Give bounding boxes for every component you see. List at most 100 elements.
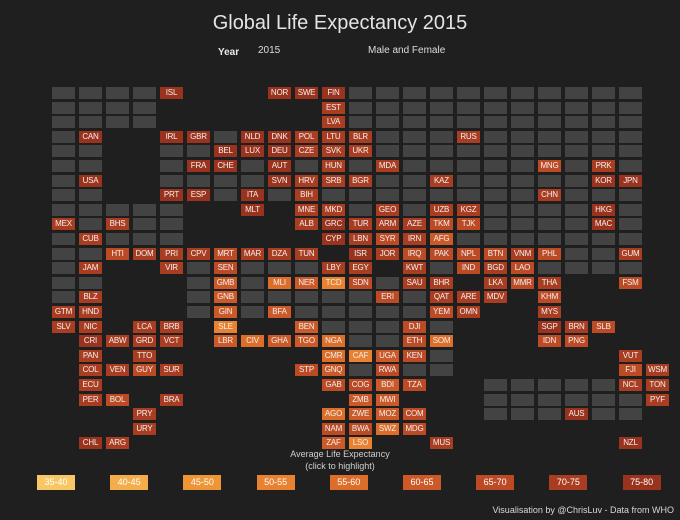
country-tile-kor[interactable]: KOR <box>592 174 615 187</box>
country-tile-alb[interactable]: ALB <box>295 218 318 231</box>
country-tile-col[interactable]: COL <box>79 364 102 377</box>
country-tile-phl[interactable]: PHL <box>538 247 561 260</box>
country-tile-ury[interactable]: URY <box>133 422 156 435</box>
country-tile-yem[interactable]: YEM <box>430 306 453 318</box>
country-tile-ukr[interactable]: UKR <box>349 145 372 158</box>
country-tile-per[interactable]: PER <box>79 393 102 406</box>
country-tile-vct[interactable]: VCT <box>160 335 183 348</box>
country-tile-gtm[interactable]: GTM <box>52 306 75 318</box>
country-tile-vnm[interactable]: VNM <box>511 247 534 260</box>
country-tile-cri[interactable]: CRI <box>79 335 102 348</box>
country-tile-brn[interactable]: BRN <box>565 320 588 333</box>
country-tile-ind[interactable]: IND <box>457 262 480 275</box>
country-tile-lux[interactable]: LUX <box>241 145 264 158</box>
country-tile-rwa[interactable]: RWA <box>376 364 399 377</box>
country-tile-geo[interactable]: GEO <box>376 203 399 216</box>
country-tile-mwi[interactable]: MWI <box>376 393 399 406</box>
country-tile-bra[interactable]: BRA <box>160 393 183 406</box>
legend-item-40-45[interactable]: 40-45 <box>110 475 149 490</box>
country-tile-ita[interactable]: ITA <box>241 189 264 202</box>
country-tile-jor[interactable]: JOR <box>376 247 399 260</box>
country-tile-khm[interactable]: KHM <box>538 291 561 304</box>
country-tile-hti[interactable]: HTI <box>106 247 129 260</box>
country-tile-cpv[interactable]: CPV <box>187 247 210 260</box>
country-tile-fra[interactable]: FRA <box>187 160 210 172</box>
legend-item-35-40[interactable]: 35-40 <box>37 475 75 490</box>
country-tile-mdg[interactable]: MDG <box>403 422 426 435</box>
country-tile-aut[interactable]: AUT <box>268 160 291 172</box>
country-tile-lao[interactable]: LAO <box>511 262 534 275</box>
country-tile-dji[interactable]: DJI <box>403 320 426 333</box>
country-tile-mys[interactable]: MYS <box>538 306 561 318</box>
country-tile-lby[interactable]: LBY <box>322 262 345 275</box>
country-tile-cze[interactable]: CZE <box>295 145 318 158</box>
country-tile-mac[interactable]: MAC <box>592 218 615 231</box>
country-tile-mdv[interactable]: MDV <box>484 291 507 304</box>
country-tile-mkd[interactable]: MKD <box>322 203 345 216</box>
country-tile-srb[interactable]: SRB <box>322 174 345 187</box>
country-tile-uga[interactable]: UGA <box>376 349 399 362</box>
country-tile-idn[interactable]: IDN <box>538 335 561 348</box>
country-tile-ven[interactable]: VEN <box>106 364 129 377</box>
country-tile-pol[interactable]: POL <box>295 130 318 143</box>
country-tile-tgo[interactable]: TGO <box>295 335 318 348</box>
country-tile-bih[interactable]: BIH <box>295 189 318 202</box>
country-tile-bhs[interactable]: BHS <box>106 218 129 231</box>
country-tile-lso[interactable]: LSO <box>349 437 372 450</box>
country-tile-fsm[interactable]: FSM <box>619 276 642 289</box>
country-tile-slv[interactable]: SLV <box>52 320 75 333</box>
country-tile-ben[interactable]: BEN <box>295 320 318 333</box>
country-tile-jam[interactable]: JAM <box>79 262 102 275</box>
country-tile-bgd[interactable]: BGD <box>484 262 507 275</box>
country-tile-bol[interactable]: BOL <box>106 393 129 406</box>
country-tile-mli[interactable]: MLI <box>268 276 291 289</box>
country-tile-can[interactable]: CAN <box>79 130 102 143</box>
country-tile-pan[interactable]: PAN <box>79 349 102 362</box>
country-tile-grc[interactable]: GRC <box>322 218 345 231</box>
country-tile-nld[interactable]: NLD <box>241 130 264 143</box>
gender-filter-value[interactable]: Male and Female <box>368 45 446 56</box>
country-tile-gab[interactable]: GAB <box>322 379 345 391</box>
country-tile-bdi[interactable]: BDI <box>376 379 399 391</box>
country-tile-swz[interactable]: SWZ <box>376 422 399 435</box>
country-tile-gnq[interactable]: GNQ <box>322 364 345 377</box>
country-tile-vir[interactable]: VIR <box>160 262 183 275</box>
country-tile-sgp[interactable]: SGP <box>538 320 561 333</box>
legend-item-50-55[interactable]: 50-55 <box>256 475 295 490</box>
country-tile-guy[interactable]: GUY <box>133 364 156 377</box>
country-tile-sur[interactable]: SUR <box>160 364 183 377</box>
country-tile-gnb[interactable]: GNB <box>214 291 237 304</box>
country-tile-hkg[interactable]: HKG <box>592 203 615 216</box>
country-tile-tkm[interactable]: TKM <box>430 218 453 231</box>
country-tile-moz[interactable]: MOZ <box>376 408 399 421</box>
country-tile-ecu[interactable]: ECU <box>79 379 102 391</box>
country-tile-bel[interactable]: BEL <box>214 145 237 158</box>
country-tile-bfa[interactable]: BFA <box>268 306 291 318</box>
country-tile-gbr[interactable]: GBR <box>187 130 210 143</box>
country-tile-kaz[interactable]: KAZ <box>430 174 453 187</box>
country-tile-ncl[interactable]: NCL <box>619 379 642 391</box>
country-tile-png[interactable]: PNG <box>565 335 588 348</box>
country-tile-blz[interactable]: BLZ <box>79 291 102 304</box>
country-tile-ago[interactable]: AGO <box>322 408 345 421</box>
country-tile-rus[interactable]: RUS <box>457 130 480 143</box>
country-tile-abw[interactable]: ABW <box>106 335 129 348</box>
country-tile-gha[interactable]: GHA <box>268 335 291 348</box>
country-tile-chn[interactable]: CHN <box>538 189 561 202</box>
country-tile-mne[interactable]: MNE <box>295 203 318 216</box>
country-tile-zwe[interactable]: ZWE <box>349 408 372 421</box>
country-tile-tjk[interactable]: TJK <box>457 218 480 231</box>
country-tile-vut[interactable]: VUT <box>619 349 642 362</box>
country-tile-ken[interactable]: KEN <box>403 349 426 362</box>
country-tile-eri[interactable]: ERI <box>376 291 399 304</box>
country-tile-deu[interactable]: DEU <box>268 145 291 158</box>
country-tile-ltu[interactable]: LTU <box>322 130 345 143</box>
country-tile-sen[interactable]: SEN <box>214 262 237 275</box>
country-tile-svk[interactable]: SVK <box>322 145 345 158</box>
country-tile-blr[interactable]: BLR <box>349 130 372 143</box>
legend-item-75-80[interactable]: 75-80 <box>622 475 661 490</box>
country-tile-wsm[interactable]: WSM <box>646 364 669 377</box>
country-tile-fji[interactable]: FJI <box>619 364 642 377</box>
country-tile-hun[interactable]: HUN <box>322 160 345 172</box>
country-tile-sau[interactable]: SAU <box>403 276 426 289</box>
